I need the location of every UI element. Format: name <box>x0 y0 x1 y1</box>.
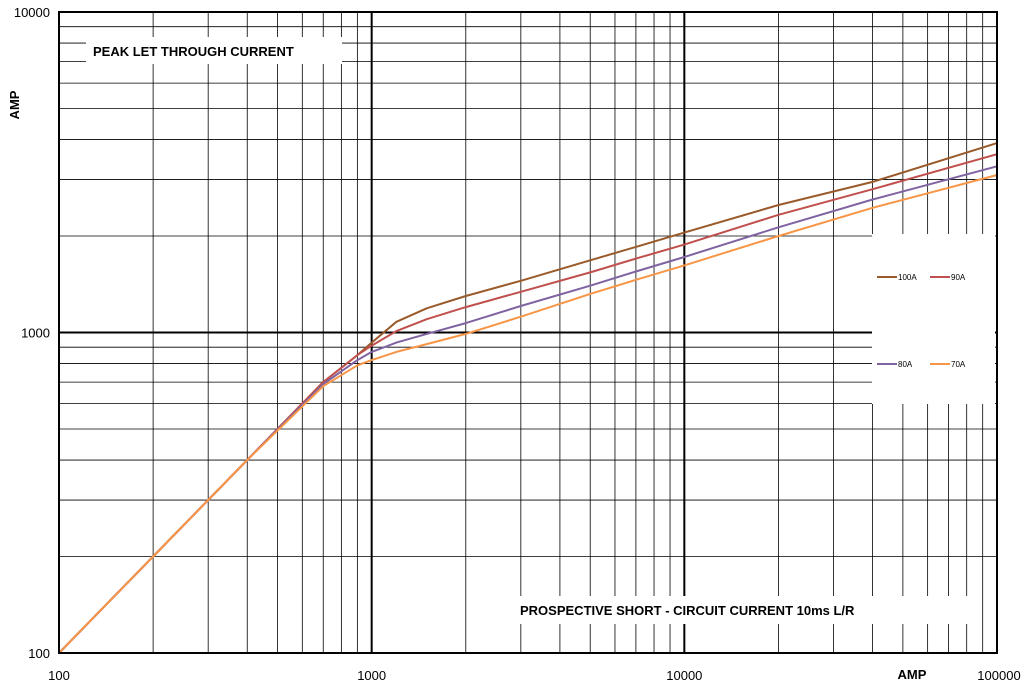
legend-label-90a: 90A <box>951 273 966 282</box>
title-box <box>86 37 342 64</box>
plot-border <box>58 11 998 654</box>
y-tick-label: 100 <box>28 646 50 661</box>
y-axis-title: AMP <box>7 90 22 119</box>
tick-labels: 100 1000 10000 100000 100 1000 10000 <box>14 5 1021 683</box>
x-tick-label: 1000 <box>357 668 386 683</box>
chart-subtitle: PROSPECTIVE SHORT - CIRCUIT CURRENT 10ms… <box>520 603 855 618</box>
x-axis-title: AMP <box>898 667 927 682</box>
chart-title: PEAK LET THROUGH CURRENT <box>93 44 294 59</box>
series-line-100a <box>58 142 998 654</box>
legend-label-80a: 80A <box>898 360 913 369</box>
x-tick-label: 10000 <box>666 668 702 683</box>
legend-box <box>872 234 995 404</box>
x-tick-label: 100000 <box>977 668 1020 683</box>
x-tick-label: 100 <box>48 668 70 683</box>
series-line-70a <box>58 174 998 654</box>
legend: 100A 90A 80A 70A <box>872 234 995 404</box>
series-line-80a <box>58 165 998 654</box>
y-tick-label: 10000 <box>14 5 50 20</box>
major-grid <box>59 12 997 653</box>
y-tick-label: 1000 <box>21 326 50 341</box>
subtitle-box <box>514 596 980 624</box>
series-lines <box>58 142 998 654</box>
legend-label-70a: 70A <box>951 360 966 369</box>
legend-label-100a: 100A <box>898 273 917 282</box>
